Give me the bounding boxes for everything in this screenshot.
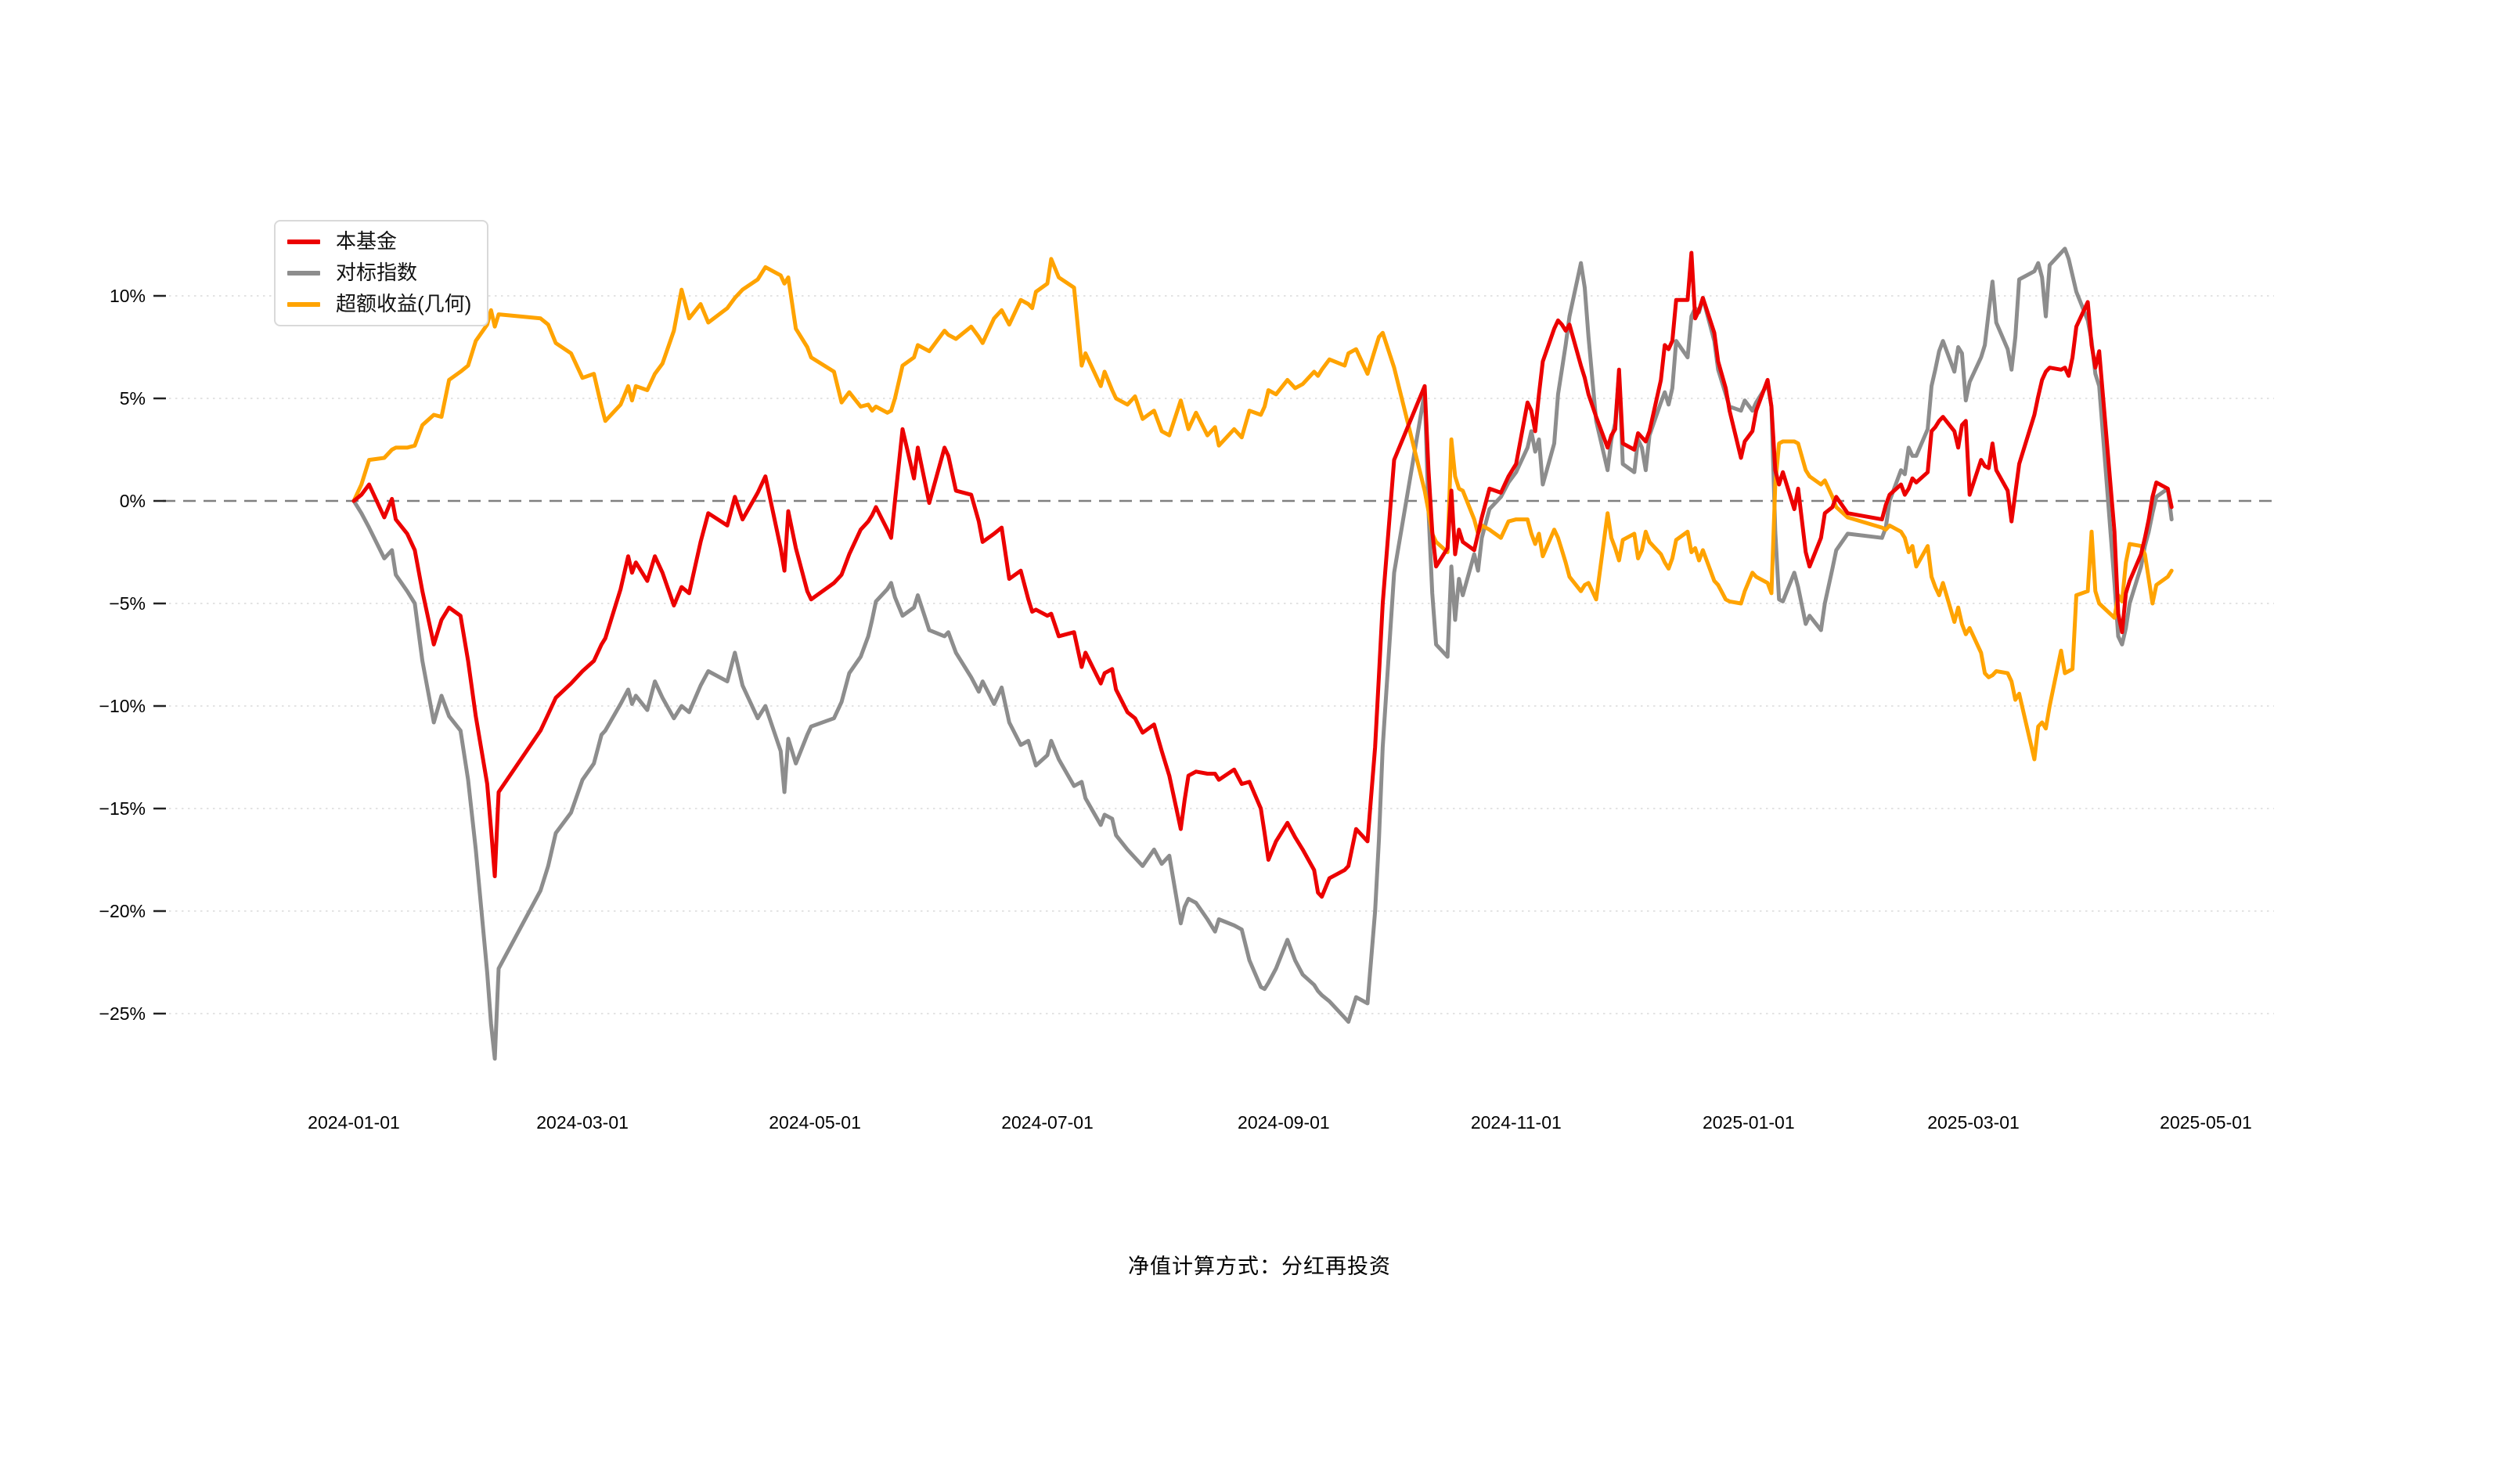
x-tick-label-2024-09-01: 2024-09-01 (1238, 1112, 1330, 1133)
legend-swatch-excess-icon (287, 301, 320, 307)
y-tick-label-−15%: −15% (99, 798, 146, 819)
series-line-fund[interactable] (351, 250, 2174, 899)
series-line-benchmark-index[interactable] (351, 247, 2174, 1061)
legend-swatch-benchmark-icon (287, 270, 320, 276)
legend-label-benchmark-index: 对标指数 (336, 260, 418, 284)
legend-item-benchmark-index[interactable]: 对标指数 (287, 261, 471, 285)
y-tick-label-10%: 10% (110, 286, 146, 306)
nav-calculation-note: 净值计算方式：分红再投资 (1128, 1255, 1391, 1278)
x-tick-label-2024-07-01: 2024-07-01 (1001, 1112, 1094, 1133)
x-tick-label-2024-01-01: 2024-01-01 (308, 1112, 400, 1133)
series-line-excess-return[interactable] (351, 257, 2174, 762)
legend-label-fund: 本基金 (336, 229, 398, 253)
x-tick-label-2025-05-01: 2025-05-01 (2160, 1112, 2252, 1133)
legend-item-fund[interactable]: 本基金 (287, 229, 471, 254)
y-tick-label-5%: 5% (120, 388, 146, 409)
legend-swatch-fund-icon (287, 239, 320, 244)
y-tick-label-−5%: −5% (109, 593, 146, 614)
legend: 本基金 对标指数 超额收益(几何) (274, 220, 489, 326)
x-tick-label-2025-01-01: 2025-01-01 (1703, 1112, 1795, 1133)
y-tick-label-−25%: −25% (99, 1003, 146, 1024)
legend-label-excess-return: 超额收益(几何) (336, 291, 472, 315)
x-tick-label-2024-03-01: 2024-03-01 (536, 1112, 629, 1133)
x-tick-label-2024-05-01: 2024-05-01 (769, 1112, 861, 1133)
x-tick-label-2025-03-01: 2025-03-01 (1927, 1112, 2020, 1133)
y-tick-label-−10%: −10% (99, 696, 146, 716)
x-tick-label-2024-11-01: 2024-11-01 (1471, 1112, 1562, 1133)
y-tick-label-0%: 0% (120, 491, 146, 511)
legend-item-excess-return[interactable]: 超额收益(几何) (287, 291, 472, 316)
y-tick-label-−20%: −20% (99, 901, 146, 921)
